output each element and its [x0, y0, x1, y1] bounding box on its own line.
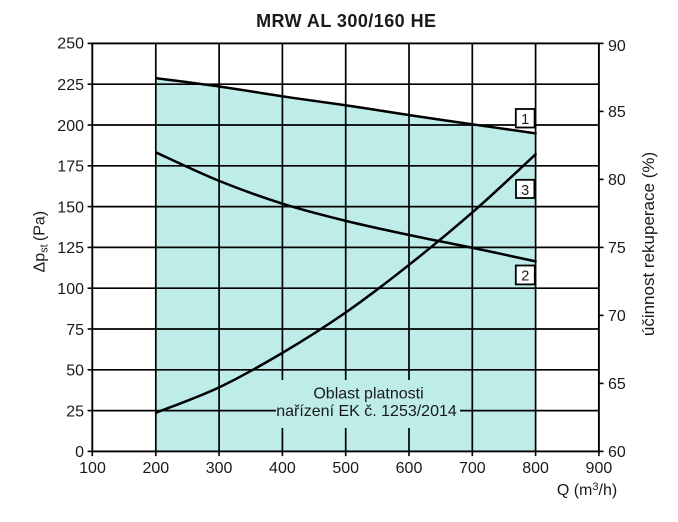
svg-text:400: 400	[269, 460, 296, 477]
svg-text:nařízení EK č. 1253/2014: nařízení EK č. 1253/2014	[276, 403, 457, 420]
svg-text:225: 225	[57, 77, 84, 94]
svg-text:800: 800	[522, 460, 549, 477]
svg-text:500: 500	[332, 460, 359, 477]
svg-text:2: 2	[521, 269, 529, 285]
svg-text:125: 125	[57, 240, 84, 257]
svg-text:150: 150	[57, 199, 84, 216]
svg-text:Δpst (Pa): Δpst (Pa)	[32, 211, 51, 273]
svg-text:25: 25	[66, 403, 84, 420]
svg-text:700: 700	[459, 460, 486, 477]
svg-text:300: 300	[206, 460, 233, 477]
svg-text:75: 75	[608, 240, 626, 257]
svg-text:100: 100	[57, 281, 84, 298]
svg-text:1: 1	[521, 112, 529, 128]
svg-text:600: 600	[396, 460, 423, 477]
svg-text:65: 65	[608, 376, 626, 393]
svg-text:200: 200	[57, 118, 84, 135]
svg-text:50: 50	[66, 363, 84, 380]
svg-text:Oblast platnosti: Oblast platnosti	[313, 385, 423, 402]
svg-text:MRW AL 300/160 HE: MRW AL 300/160 HE	[256, 11, 436, 31]
svg-text:3: 3	[521, 183, 529, 199]
svg-text:90: 90	[608, 38, 626, 55]
svg-text:účinnost rekuperace (%): účinnost rekuperace (%)	[639, 152, 658, 336]
svg-text:80: 80	[608, 172, 626, 189]
svg-text:200: 200	[142, 460, 169, 477]
svg-text:60: 60	[608, 444, 626, 461]
svg-text:85: 85	[608, 104, 626, 121]
svg-text:70: 70	[608, 308, 626, 325]
svg-text:100: 100	[79, 460, 106, 477]
svg-text:175: 175	[57, 159, 84, 176]
svg-text:Q (m3/h): Q (m3/h)	[557, 481, 617, 499]
svg-text:0: 0	[75, 444, 84, 461]
svg-text:900: 900	[586, 460, 613, 477]
svg-text:250: 250	[57, 35, 84, 52]
svg-text:75: 75	[66, 322, 84, 339]
